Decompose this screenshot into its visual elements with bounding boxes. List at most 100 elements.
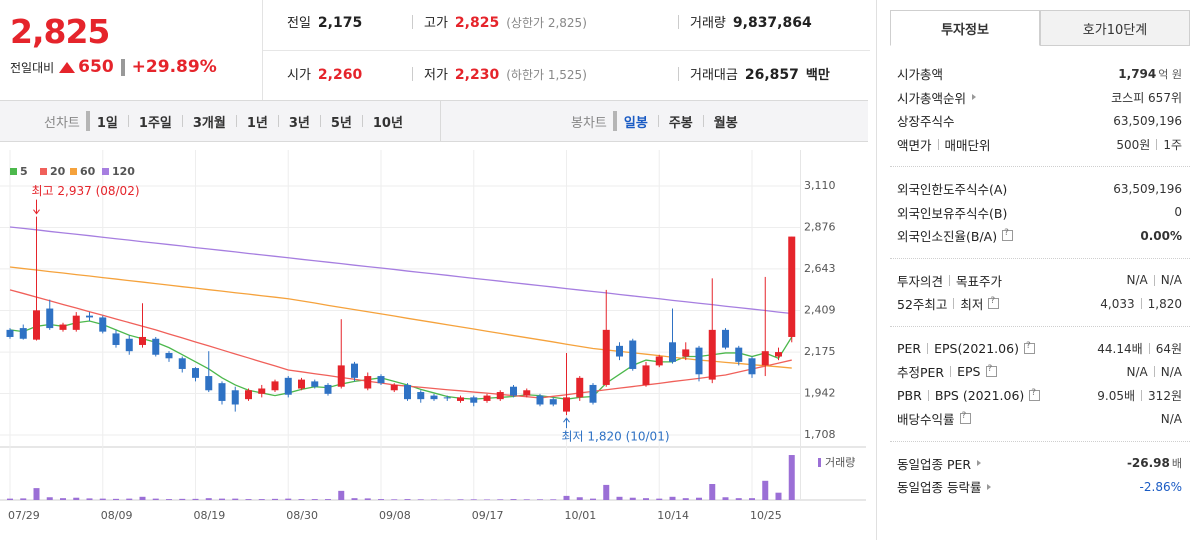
volume-bar <box>523 499 530 500</box>
info-row: 52주최고 최저 4,033 1,820 <box>890 292 1190 316</box>
x-tick-label: 08/09 <box>101 509 133 522</box>
volume-bar <box>258 499 265 500</box>
summary-value: 2,825 <box>454 15 500 31</box>
info-value: 코스피 657위 <box>1111 90 1182 105</box>
candle-body <box>324 384 332 394</box>
volume-bar <box>749 498 755 500</box>
info-values: N/A N/A <box>1127 273 1182 287</box>
info-label: BPS (2021.06) <box>934 387 1025 403</box>
link-arrow[interactable] <box>972 94 977 101</box>
volume-bar <box>20 498 27 500</box>
help-icon[interactable] <box>988 296 1000 310</box>
info-value: 500원 <box>1116 137 1151 152</box>
chart-tab[interactable]: 1년 <box>246 115 268 131</box>
help-icon[interactable] <box>1002 228 1014 242</box>
column-separator <box>412 67 413 81</box>
legend-label: 120 <box>112 165 135 178</box>
help-icon[interactable] <box>1029 388 1041 401</box>
panel-tab[interactable]: 투자정보 <box>890 10 1040 46</box>
info-row: 추정PER EPS N/A N/A <box>890 360 1190 384</box>
panel-tab[interactable]: 호가10단계 <box>1040 10 1190 46</box>
info-label: 목표주가 <box>956 273 1003 289</box>
link-arrow[interactable] <box>977 460 982 467</box>
label-separator <box>953 298 955 310</box>
info-value: N/A <box>1126 364 1148 379</box>
info-row: 시가총액순위 코스피 657위 <box>890 86 1190 110</box>
chart-tabs: 선차트 1일 1주일 3개월 1년 3년 5년 10년 봉차트 일봉 주봉 월봉 <box>0 100 868 142</box>
candle-body <box>430 395 438 400</box>
annotation: 최고 2,937 (08/02) <box>32 184 140 198</box>
info-value: 0 <box>1174 205 1182 220</box>
candle-body <box>616 345 623 357</box>
candle-body <box>417 392 425 400</box>
candle-body <box>470 397 478 403</box>
volume-bar <box>682 498 689 500</box>
summary-label: 거래대금 <box>690 68 738 83</box>
info-labels: 외국인소진율(B/A) <box>897 226 1014 245</box>
info-label: EPS(2021.06) <box>934 340 1019 356</box>
candle-body <box>655 356 663 366</box>
chart-tab[interactable]: 1주일 <box>138 115 172 131</box>
summary-value: 2,175 <box>317 15 363 31</box>
info-values: 1,794 억 원 <box>1118 66 1182 82</box>
info-labels: 배당수익률 <box>897 409 971 428</box>
y-tick-label: 3,110 <box>804 179 836 192</box>
info-label: 52주최고 <box>897 297 948 313</box>
value-separator <box>1153 274 1155 286</box>
candle-body <box>629 340 637 369</box>
info-values: 4,033 1,820 <box>1100 297 1182 311</box>
chart-tab[interactable]: 1일 <box>96 115 118 131</box>
up-icon <box>59 61 76 73</box>
x-tick-label: 10/25 <box>750 509 782 522</box>
info-row: 시가총액 1,794 억 원 <box>890 62 1190 86</box>
info-labels: 액면가 매매단위 <box>897 135 991 154</box>
chart-tab[interactable]: 월봉 <box>713 115 738 131</box>
info-row: PER EPS(2021.06) 44.14배 64원 <box>890 337 1190 361</box>
info-row: 액면가 매매단위 500원 1주 <box>890 133 1190 157</box>
chart-tab[interactable]: 5년 <box>330 115 352 131</box>
help-icon[interactable] <box>985 364 997 378</box>
volume-bar <box>497 499 504 500</box>
candle-body <box>311 381 319 387</box>
volume-bar <box>722 497 729 500</box>
chart-tab[interactable]: 10년 <box>372 115 403 131</box>
legend-swatch <box>70 168 77 175</box>
help-icon[interactable] <box>1023 341 1035 354</box>
separator <box>120 58 125 76</box>
info-panel: 투자정보 호가10단계 시가총액 1,794 억 원 시가총액순위 코스피 657위 상장주… <box>890 10 1190 509</box>
chart-tab[interactable]: 일봉 <box>623 115 648 131</box>
info-values: 0.00% <box>1140 229 1182 243</box>
chart-tab[interactable]: 3개월 <box>192 115 226 131</box>
summary-cell: 시가 2,260 <box>287 64 362 83</box>
value-separator <box>1148 342 1150 354</box>
volume-bar <box>590 498 596 500</box>
candle-body <box>443 397 451 399</box>
y-tick-label: 1,942 <box>804 386 836 399</box>
volume-bar <box>73 497 80 500</box>
summary-cell: 저가 2,230 (하한가 1,525) <box>424 64 587 83</box>
link-arrow[interactable] <box>987 483 992 490</box>
tab-group-bar <box>612 111 617 131</box>
candle-body <box>298 379 305 389</box>
info-label: 동일업종 PER <box>897 456 972 472</box>
candle-body <box>563 397 570 412</box>
volume-bar <box>219 498 225 500</box>
value-separator <box>1153 366 1155 378</box>
candle-body <box>510 386 517 396</box>
tab-separator <box>657 115 659 127</box>
volume-bar <box>431 499 437 500</box>
help-icon[interactable] <box>959 411 971 425</box>
column-separator <box>678 67 679 81</box>
candle-body <box>192 368 199 378</box>
tab-separator <box>127 115 129 127</box>
annotation-arrowhead <box>563 417 570 423</box>
chart-tab[interactable]: 주봉 <box>668 115 693 131</box>
candle-body <box>602 329 610 385</box>
volume-bar <box>391 499 398 500</box>
candle-body <box>377 376 385 384</box>
chart-tab[interactable]: 3년 <box>288 115 310 131</box>
candle-body <box>404 384 411 400</box>
volume-bar <box>656 498 663 500</box>
candle-body <box>112 333 120 345</box>
